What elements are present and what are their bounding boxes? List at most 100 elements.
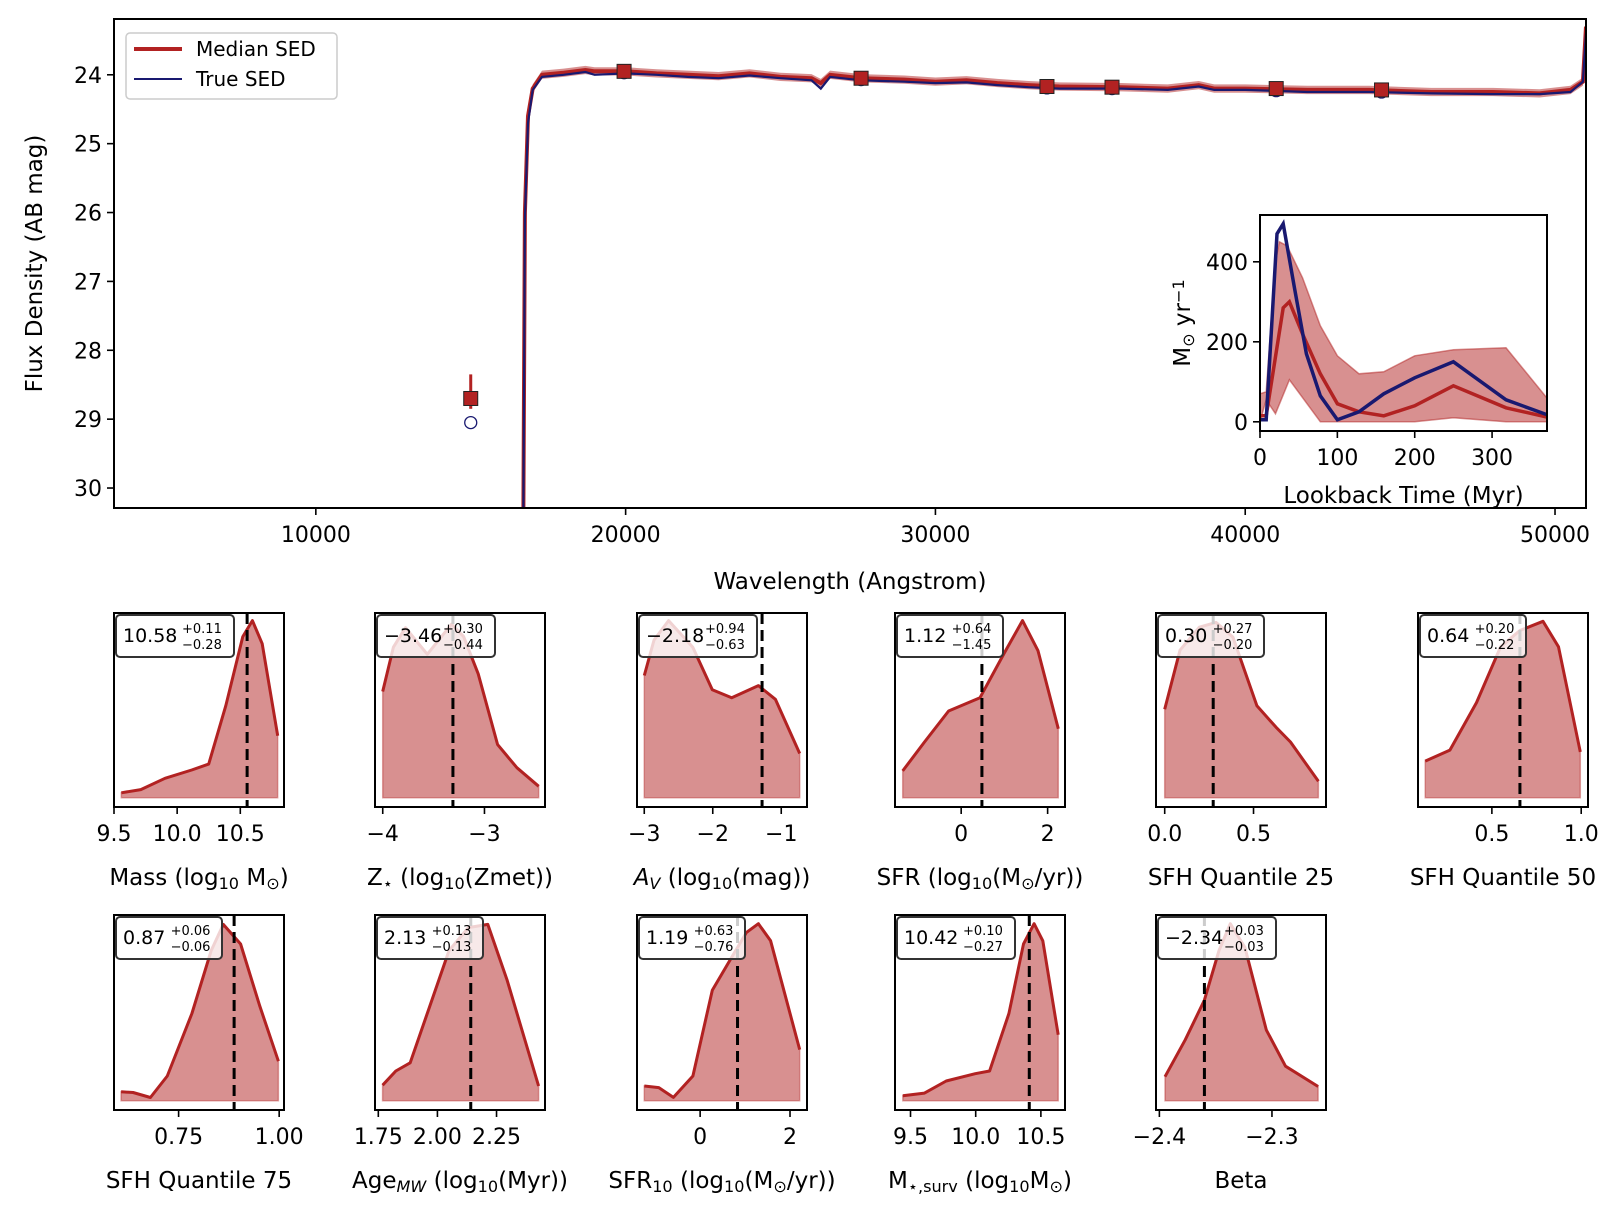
y-tick-label: 0 (1234, 411, 1248, 436)
upper-error: +0.10 (963, 924, 1003, 939)
sed-x-tick-label: 20000 (591, 523, 661, 548)
median-annotation-box (638, 916, 746, 960)
label-segment: ⊙ (773, 1177, 787, 1196)
posterior-x-tick-label: 10.5 (1016, 1125, 1065, 1150)
median-annotation-box (376, 614, 496, 658)
posterior-density-line (902, 922, 1060, 1098)
median-value: 10.42 (904, 927, 958, 949)
lower-error: −0.63 (705, 638, 745, 653)
inset-x-tick-label: 100 (1316, 446, 1358, 471)
label-segment: 10 (444, 874, 464, 893)
y-tick-label: 28 (74, 339, 102, 364)
posterior-axes-frame (1155, 612, 1327, 808)
label-segment: −1 (1169, 279, 1188, 303)
posterior-panel-beta: −2.34 +0.03−0.03 Beta (1157, 915, 1319, 1194)
label-segment: ) (1063, 1168, 1072, 1194)
median-photometry-point (1374, 82, 1390, 98)
y-tick-label: 29 (74, 408, 102, 433)
posterior-x-tick-label: 2.00 (413, 1125, 462, 1150)
label-segment: SFR (log (877, 865, 972, 891)
sed-y-axis-label: Flux Density (AB mag) (22, 135, 48, 393)
posterior-panel-sfhq50: 0.64 +0.20−0.22 SFH Quantile 50 (1410, 613, 1596, 891)
label-segment: (mag)) (732, 865, 810, 891)
sed-x-tick-label: 30000 (900, 523, 970, 548)
posterior-axes-frame (636, 914, 808, 1111)
label-segment: SFR (608, 1168, 652, 1194)
lower-error: −0.06 (171, 940, 211, 955)
label-segment: 10 (712, 874, 732, 893)
median-annotation-box (1419, 614, 1527, 658)
median-photometry-point (616, 63, 632, 79)
lower-error: −0.03 (1224, 940, 1264, 955)
label-segment: Z (367, 865, 383, 891)
label-segment: SFH Quantile 25 (1148, 865, 1334, 891)
posterior-x-tick-label: 2.25 (472, 1125, 521, 1150)
median-annotation-box (1157, 614, 1265, 658)
label-segment: Age (352, 1168, 396, 1194)
upper-error: +0.64 (952, 622, 992, 637)
posterior-panel-av: −2.18 +0.94−0.63 AV (log10(mag)) (632, 613, 811, 893)
y-tick-label: 24 (74, 64, 102, 89)
median-photometry-point (1104, 79, 1120, 95)
label-segment: (log (393, 865, 444, 891)
median-photometry-point (853, 70, 869, 86)
label-segment: M (1170, 347, 1196, 367)
lower-error: −0.20 (1213, 638, 1253, 653)
posterior-axes-frame (894, 612, 1066, 808)
median-value: −2.18 (646, 625, 704, 647)
posterior-x-tick-label: 1.75 (354, 1125, 403, 1150)
posterior-density-line (644, 922, 802, 1099)
label-segment: (M (992, 865, 1021, 891)
posterior-x-tick-label: 0.5 (1474, 822, 1509, 847)
upper-error: +0.13 (432, 924, 472, 939)
label-segment: ⊙ (266, 874, 280, 893)
label-segment: /yr)) (787, 1168, 836, 1194)
label-segment: 10 (219, 874, 239, 893)
label-segment: M (239, 865, 266, 891)
posterior-x-axis-label: SFH Quantile 25 (1148, 865, 1334, 891)
sed-legend: Median SED True SED (125, 32, 338, 100)
upper-error: +0.11 (182, 622, 222, 637)
true-sed-line (522, 33, 1586, 508)
posterior-axes-frame (1155, 914, 1327, 1111)
posterior-axes-frame (113, 914, 285, 1111)
label-segment: Mass (log (109, 865, 218, 891)
sed-x-tick-label: 50000 (1520, 523, 1590, 548)
label-segment: 10 (478, 1177, 498, 1196)
median-annotation-box (376, 916, 484, 960)
label-segment: yr (1170, 302, 1196, 333)
label-segment: SFH Quantile 75 (106, 1168, 292, 1194)
label-segment: M (1030, 1168, 1050, 1194)
median-photometry-point (1039, 78, 1055, 94)
posterior-panel-zstar: −3.46 +0.30−0.44 Z⋆ (log10(Zmet)) (367, 613, 553, 893)
lower-error: −0.28 (182, 638, 222, 653)
sed-x-axis-label: Wavelength (Angstrom) (713, 569, 986, 595)
label-segment: ⊙ (1050, 1177, 1064, 1196)
posterior-x-axis-label: SFH Quantile 50 (1410, 865, 1596, 891)
label-segment: ⊙ (1179, 333, 1198, 347)
median-annotation-box (896, 614, 1004, 658)
posterior-x-tick-label: 0 (693, 1125, 707, 1150)
label-segment: A (632, 865, 650, 891)
posterior-x-tick-label: 2 (783, 1125, 797, 1150)
posterior-x-tick-label: −2.4 (1133, 1125, 1186, 1150)
posterior-axes-frame (374, 914, 546, 1111)
label-segment: (log (426, 1168, 477, 1194)
label-segment: Beta (1214, 1168, 1267, 1194)
posterior-plot-area (901, 613, 1060, 807)
posterior-x-tick-label: 9.5 (97, 822, 132, 847)
label-segment: 10 (652, 1177, 672, 1196)
posterior-x-axis-label: Beta (1214, 1168, 1267, 1194)
median-photometry-point (1268, 81, 1284, 97)
median-value: 0.64 (1427, 625, 1469, 647)
inset-y-axis-label: M⊙ yr−1 (1169, 279, 1198, 366)
upper-error: +0.63 (694, 924, 734, 939)
posterior-x-axis-label: AV (log10(mag)) (632, 865, 811, 893)
median-value: 10.58 (123, 625, 177, 647)
lower-error: −0.27 (963, 940, 1003, 955)
upper-error: +0.06 (171, 924, 211, 939)
posterior-axes-frame (113, 612, 285, 808)
label-segment: /yr)) (1035, 865, 1084, 891)
label-segment: ⊙ (1021, 874, 1035, 893)
posterior-x-tick-label: 0 (954, 822, 968, 847)
